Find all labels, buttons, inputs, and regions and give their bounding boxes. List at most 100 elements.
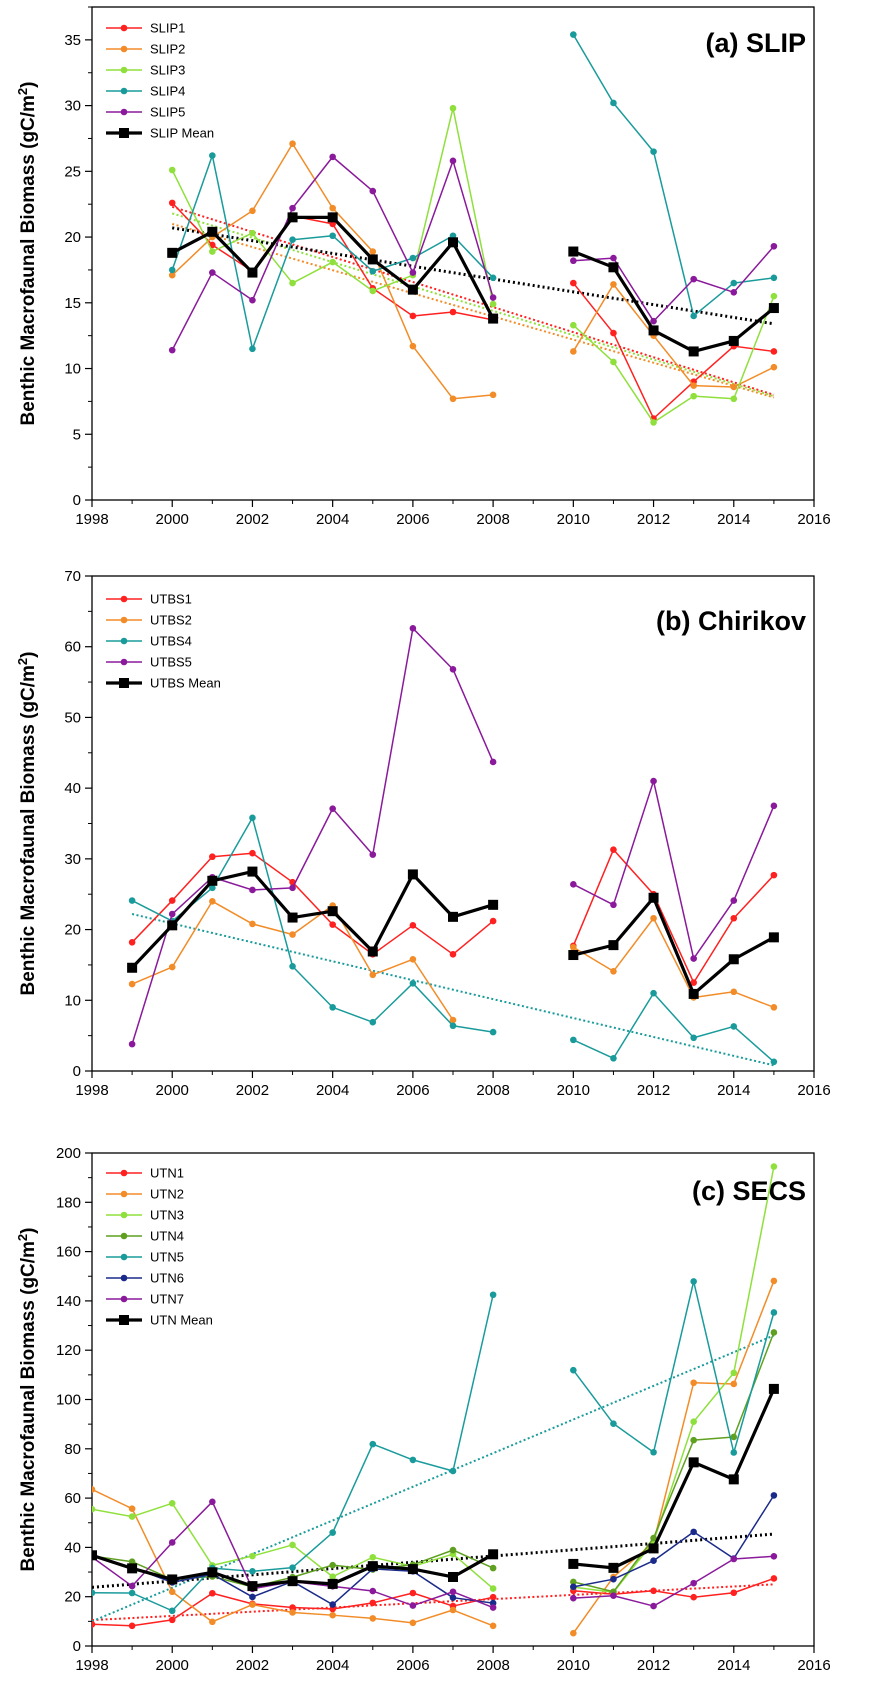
data-point [650, 1602, 657, 1610]
data-point [690, 1579, 697, 1587]
series-utbs4 [128, 814, 778, 1066]
series-line [573, 992, 775, 1063]
data-point [770, 1004, 778, 1011]
data-point [367, 254, 378, 265]
data-point [249, 920, 256, 928]
legend-item: SLIP5 [106, 105, 185, 120]
y-tick-label: 50 [64, 709, 81, 726]
data-point [449, 1016, 457, 1024]
plot-frame [91, 575, 815, 1072]
y-tick-label: 20 [64, 922, 81, 939]
legend: SLIP1 SLIP2 SLIP3 SLIP4 SLIP5 SLIP Mean [106, 21, 214, 141]
legend-item: UTN1 [106, 1166, 184, 1181]
legend-marker [120, 1232, 128, 1240]
series-slip2 [168, 140, 778, 403]
x-tick-label: 2000 [156, 511, 189, 528]
data-point [249, 207, 256, 215]
data-point [610, 254, 617, 262]
data-point [730, 988, 738, 996]
data-point [449, 666, 457, 673]
data-point [770, 242, 778, 250]
x-tick-label: 2004 [316, 1657, 349, 1674]
data-point [448, 911, 458, 922]
series-line [573, 1555, 774, 1607]
data-point [128, 1513, 136, 1520]
data-point [489, 294, 497, 301]
data-point [610, 358, 617, 366]
trend-line-utn1 [92, 1583, 774, 1622]
y-tick-label: 200 [56, 1145, 81, 1162]
data-point [770, 1277, 778, 1285]
y-tick-label: 0 [73, 1063, 81, 1080]
y-tick-label: 15 [64, 295, 81, 312]
series-line [572, 250, 775, 354]
data-point [489, 758, 497, 766]
data-point [168, 910, 176, 918]
data-point [289, 963, 296, 970]
data-point [570, 257, 577, 265]
series-line [573, 1166, 775, 1594]
data-point [650, 419, 657, 426]
x-tick-label: 2012 [637, 1657, 670, 1674]
x-tick-label: 1998 [75, 1657, 108, 1674]
data-point [329, 1601, 336, 1608]
data-point [770, 1163, 778, 1170]
chart-title: (b) Chirikov [656, 606, 806, 636]
data-point [610, 967, 617, 975]
data-point [128, 1558, 136, 1565]
y-tick-label: 60 [64, 639, 81, 656]
data-point [128, 1582, 136, 1590]
data-point [329, 1573, 336, 1581]
legend-marker [119, 128, 129, 138]
legend-label: UTN3 [150, 1208, 184, 1223]
data-point [648, 1543, 659, 1554]
data-point [449, 1606, 457, 1614]
data-point [289, 204, 296, 212]
panel-chirikov: 1998 2000 2002 2004 2006 2008 2010 2012 2014 2016… [15, 568, 831, 1099]
data-point [289, 931, 296, 938]
data-point [489, 1585, 497, 1592]
x-tick-label: 2002 [236, 511, 269, 528]
data-point [249, 1601, 256, 1608]
legend-label: UTN2 [150, 1187, 184, 1202]
data-point [730, 1369, 738, 1377]
data-point [369, 248, 377, 255]
data-point [249, 886, 256, 894]
data-point [369, 267, 377, 275]
y-tick-label: 140 [56, 1293, 81, 1310]
data-point [289, 1564, 296, 1571]
series-line [572, 848, 775, 984]
legend-item: UTBS5 [106, 655, 192, 670]
data-point [448, 1571, 458, 1582]
data-point [369, 1553, 377, 1561]
series-line [131, 627, 494, 1045]
data-point [247, 267, 258, 278]
series-utn-mean [92, 1383, 779, 1592]
y-tick-label: 0 [73, 492, 81, 509]
data-point [209, 897, 216, 905]
y-tick-label: 40 [64, 780, 81, 797]
x-tick-label: 2010 [557, 511, 590, 528]
x-tick-label: 2010 [557, 1082, 590, 1099]
data-point [409, 955, 417, 963]
data-point [770, 1575, 778, 1582]
data-point [128, 897, 136, 904]
data-point [690, 955, 697, 962]
data-point [770, 274, 778, 282]
data-point [610, 329, 617, 337]
x-tick-label: 2000 [156, 1657, 189, 1674]
data-point [610, 901, 617, 909]
data-point [92, 1550, 97, 1561]
series-slip5 [168, 153, 778, 354]
data-point [167, 1574, 178, 1585]
data-point [770, 1329, 778, 1336]
data-point [770, 292, 778, 300]
data-point [369, 851, 377, 858]
data-point [409, 254, 417, 262]
data-point [489, 300, 497, 308]
x-tick-label: 2006 [396, 1082, 429, 1099]
series-line [572, 282, 774, 420]
data-point [730, 279, 738, 287]
y-axis-label-sup: 2 [15, 658, 30, 665]
